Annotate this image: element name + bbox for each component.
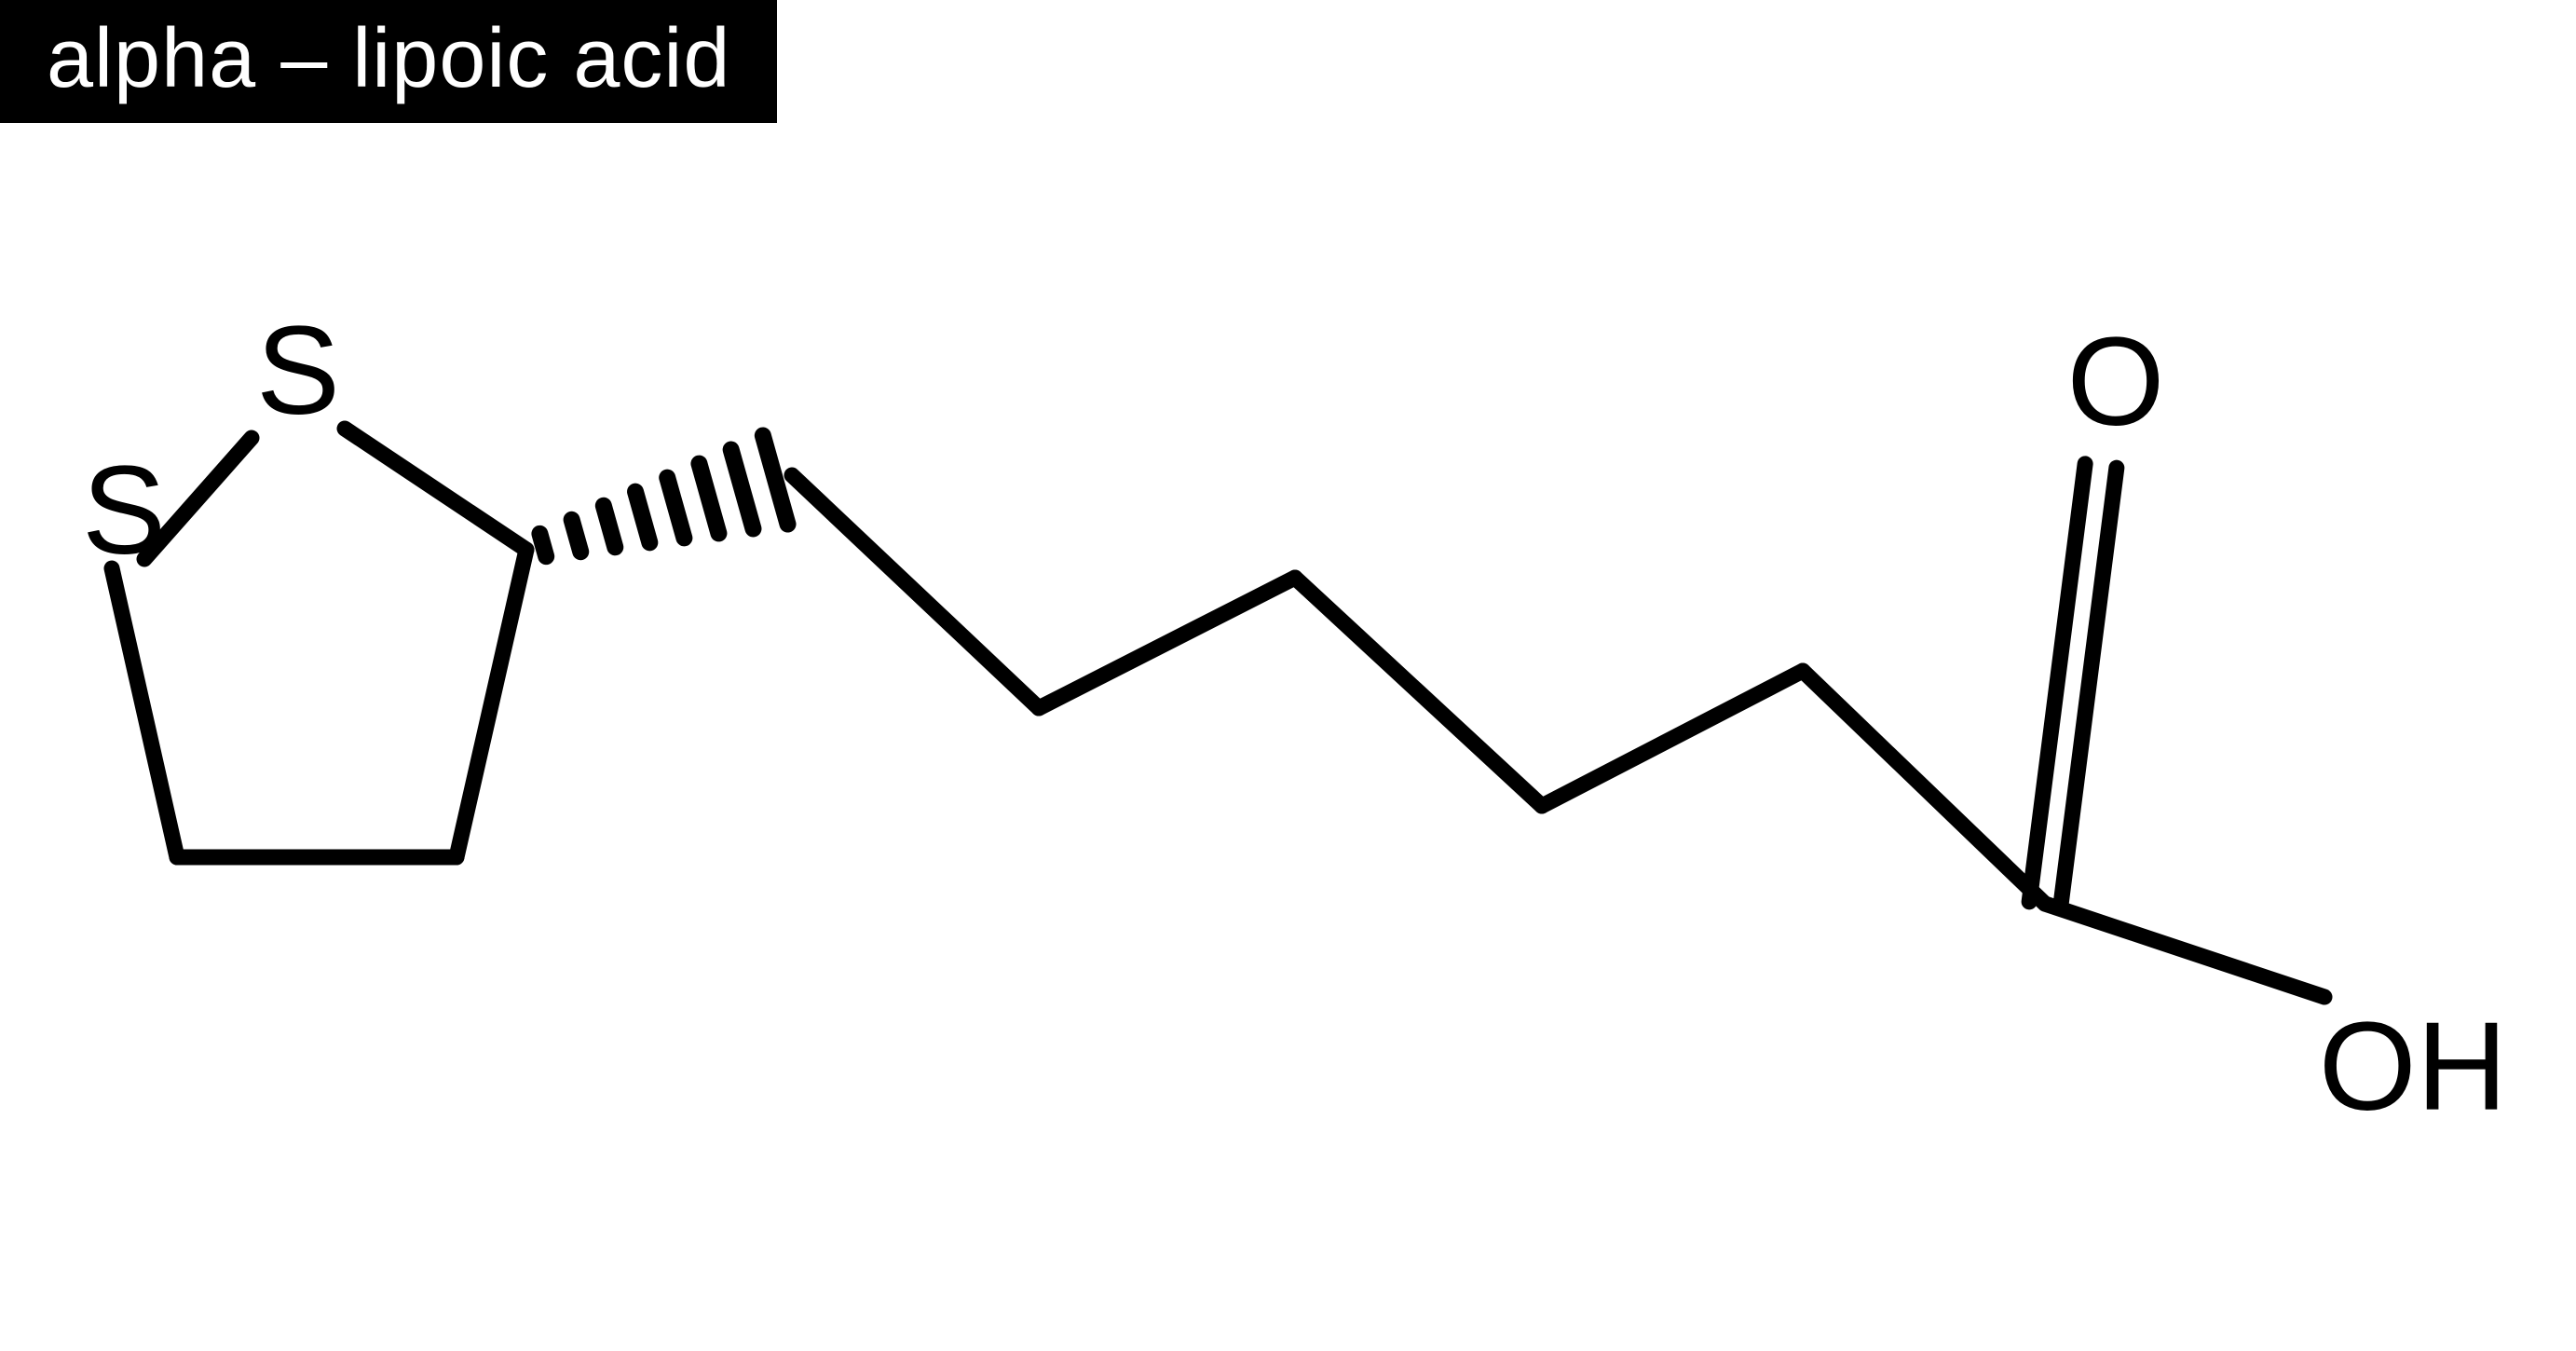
bond-line <box>635 492 649 543</box>
atom-label-O1: O <box>2066 311 2164 452</box>
bond-line <box>1039 578 1295 708</box>
bond-line <box>792 475 1039 708</box>
bond-line <box>572 520 581 552</box>
atoms-group: SS O OH <box>82 300 2507 1137</box>
atom-label-S2: S <box>256 300 340 441</box>
bond-line <box>1295 578 1542 806</box>
bond-line <box>604 506 615 548</box>
bond-line <box>1542 671 1803 806</box>
bond-line <box>731 450 754 529</box>
bond-line <box>699 464 718 534</box>
atom-label-OH: OH <box>2319 996 2508 1137</box>
figure-canvas: alpha – lipoic acid SSOOH <box>0 0 2576 1351</box>
bond-line <box>1803 671 2045 904</box>
molecular-structure: SS O OH <box>0 0 2576 1351</box>
bond-line <box>763 435 788 524</box>
bond-line <box>2045 904 2324 997</box>
bond-line <box>345 429 526 550</box>
bonds-group <box>112 429 2324 997</box>
bond-line <box>112 568 177 857</box>
atom-label-S1: S <box>82 440 166 580</box>
bond-line <box>457 550 526 857</box>
bond-line <box>539 534 546 556</box>
wedge-group <box>539 435 787 556</box>
bond-line <box>667 478 684 539</box>
